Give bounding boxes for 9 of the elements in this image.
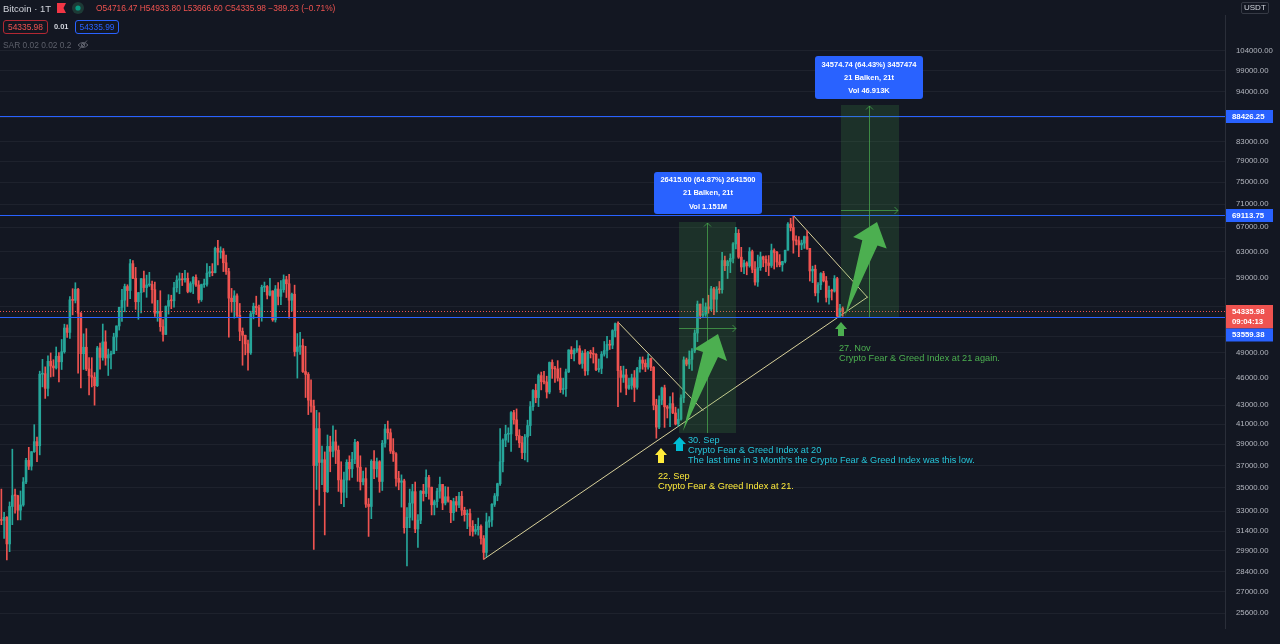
annotation: 22. Sep Crypto Fear & Greed Index at 21. xyxy=(658,470,794,491)
annotation: 54335.98 xyxy=(3,19,48,34)
annotation: 54335.99 xyxy=(74,19,120,34)
y-axis-title: USDT xyxy=(1241,2,1269,14)
annotation: 30. Sep Crypto Fear & Greed Index at 20 The last time in 3 Month's the Crypto Fear & Greed Index was this low. xyxy=(688,435,975,465)
annotation: 27. Nov Crypto Fear & Greed Index at 21 again. xyxy=(839,342,1000,363)
chart-title: Bitcoin · 1T xyxy=(3,2,52,14)
annotation: SAR 0.02 0.02 0.2 xyxy=(3,40,72,50)
text: O54716.47 H54933.80 L53666.60 C54335.98 −389.23 (−0.71%) xyxy=(96,3,336,13)
